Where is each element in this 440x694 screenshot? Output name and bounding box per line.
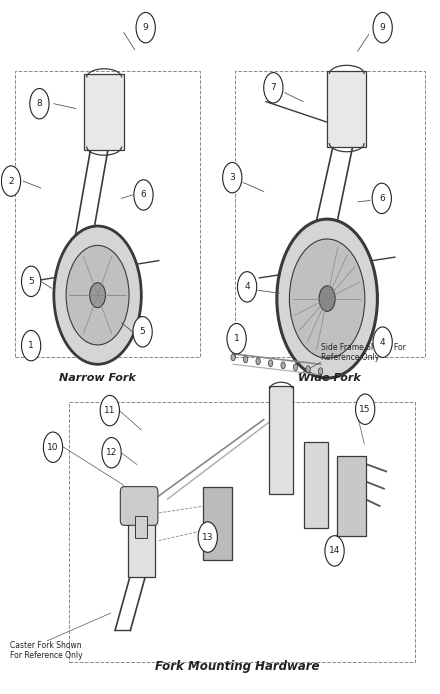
Circle shape: [306, 366, 310, 373]
Text: 3: 3: [229, 173, 235, 182]
Circle shape: [290, 239, 365, 358]
Text: 4: 4: [380, 338, 385, 347]
Circle shape: [1, 166, 21, 196]
Circle shape: [231, 354, 235, 361]
Circle shape: [22, 266, 41, 296]
FancyBboxPatch shape: [203, 486, 232, 560]
Text: 6: 6: [379, 194, 385, 203]
Text: 7: 7: [271, 83, 276, 92]
Text: 5: 5: [140, 328, 146, 337]
Circle shape: [373, 12, 392, 43]
FancyBboxPatch shape: [327, 71, 367, 146]
Text: 15: 15: [359, 405, 371, 414]
Circle shape: [277, 219, 378, 378]
Text: 13: 13: [202, 532, 213, 541]
Text: Wide Fork: Wide Fork: [298, 373, 361, 383]
Circle shape: [243, 356, 248, 363]
Text: Caster Fork Shown
For Reference Only: Caster Fork Shown For Reference Only: [10, 641, 83, 660]
Text: 9: 9: [380, 23, 385, 32]
Circle shape: [30, 88, 49, 119]
Circle shape: [54, 226, 141, 364]
Circle shape: [223, 162, 242, 193]
FancyBboxPatch shape: [128, 518, 155, 577]
Circle shape: [100, 396, 119, 426]
Text: 12: 12: [106, 448, 117, 457]
Circle shape: [136, 12, 155, 43]
Circle shape: [264, 73, 283, 103]
Circle shape: [102, 437, 121, 468]
Text: Narrow Fork: Narrow Fork: [59, 373, 136, 383]
Text: 8: 8: [37, 99, 42, 108]
Circle shape: [44, 432, 62, 462]
Text: 11: 11: [104, 406, 116, 415]
FancyBboxPatch shape: [304, 442, 328, 528]
FancyBboxPatch shape: [135, 516, 147, 539]
Text: 1: 1: [234, 335, 239, 344]
FancyBboxPatch shape: [269, 387, 293, 494]
Circle shape: [134, 180, 153, 210]
Circle shape: [319, 286, 335, 312]
Text: 14: 14: [329, 546, 340, 555]
Circle shape: [227, 323, 246, 354]
FancyBboxPatch shape: [337, 455, 366, 536]
Circle shape: [198, 522, 217, 552]
Text: 2: 2: [8, 176, 14, 185]
Circle shape: [293, 364, 298, 371]
Circle shape: [372, 183, 392, 214]
Circle shape: [373, 327, 392, 357]
Circle shape: [319, 368, 323, 375]
Text: 4: 4: [244, 282, 250, 291]
Text: 1: 1: [28, 341, 34, 350]
Circle shape: [256, 358, 260, 365]
Text: 5: 5: [28, 277, 34, 286]
FancyBboxPatch shape: [120, 486, 158, 525]
Circle shape: [133, 316, 152, 347]
Circle shape: [281, 362, 285, 369]
Circle shape: [22, 330, 41, 361]
Text: Fork Mounting Hardware: Fork Mounting Hardware: [155, 660, 320, 673]
Text: 9: 9: [143, 23, 149, 32]
Circle shape: [90, 282, 106, 307]
Circle shape: [325, 536, 344, 566]
Circle shape: [268, 359, 273, 366]
Text: Side Frame Shown For
Reference Only: Side Frame Shown For Reference Only: [321, 343, 405, 362]
Circle shape: [66, 246, 129, 345]
Text: 10: 10: [47, 443, 59, 452]
FancyBboxPatch shape: [84, 74, 124, 150]
Circle shape: [238, 271, 257, 302]
Text: 6: 6: [141, 190, 147, 199]
Circle shape: [356, 394, 375, 425]
